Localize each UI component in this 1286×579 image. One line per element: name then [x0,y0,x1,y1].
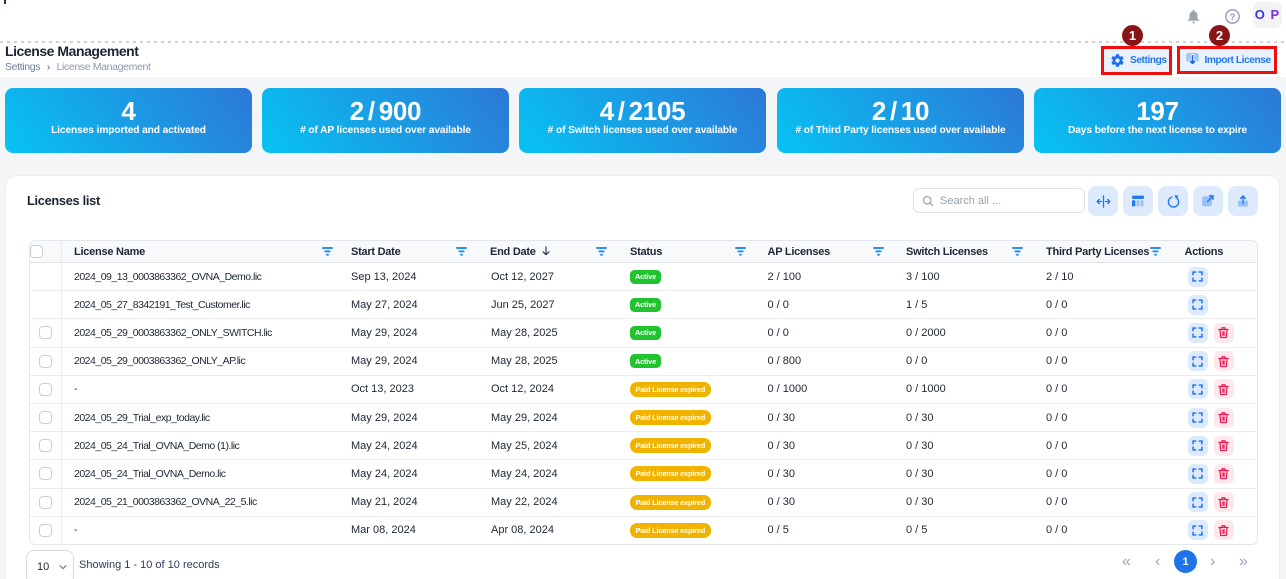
svg-text:?: ? [1230,12,1236,23]
